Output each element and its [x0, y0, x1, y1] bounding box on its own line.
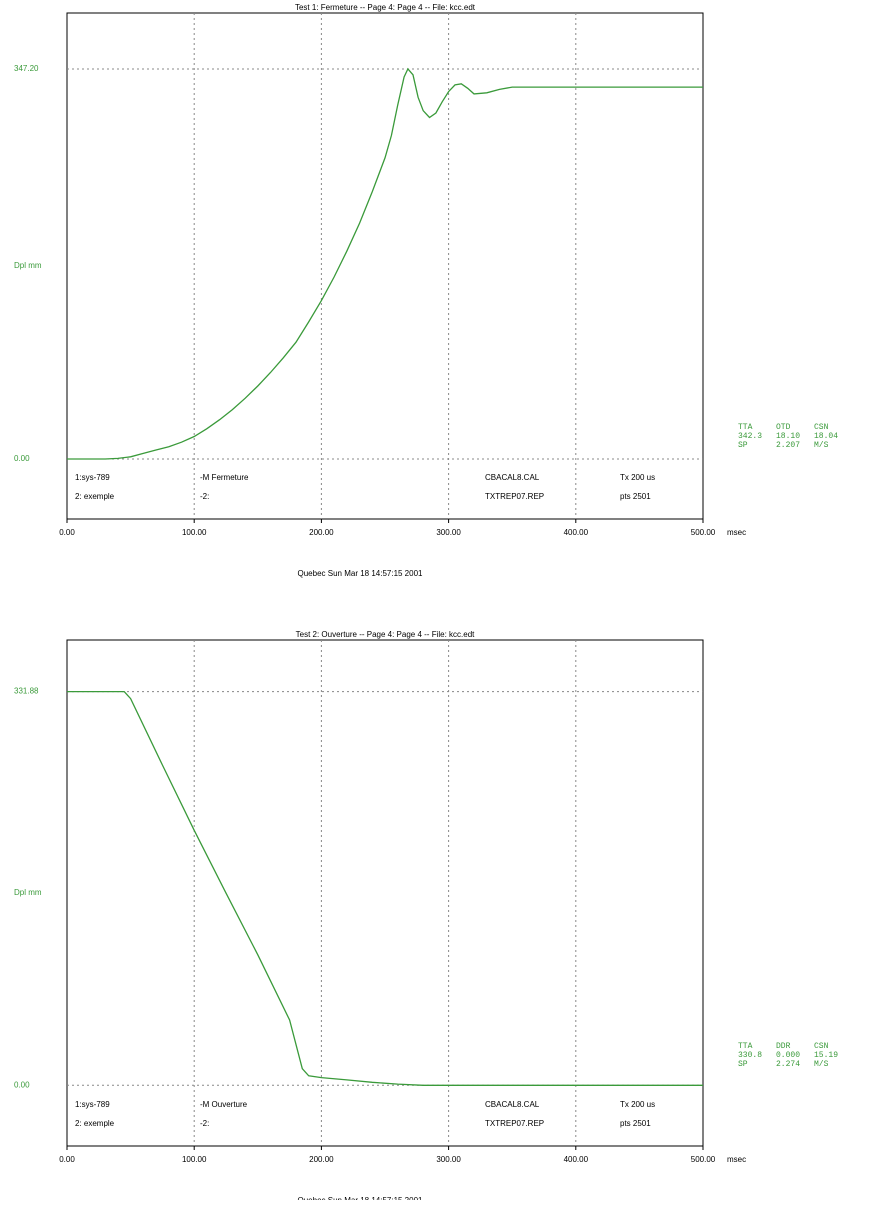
stat-text: SP: [738, 1060, 748, 1069]
info-text: CBACAL8.CAL: [485, 1100, 540, 1109]
stat-text: M/S: [814, 441, 829, 450]
x-tick-label: 300.00: [436, 1155, 461, 1164]
stat-text: 15.19: [814, 1051, 838, 1060]
plot-frame: [66, 639, 704, 1147]
data-line: [67, 690, 703, 1086]
chart-title: Test 1: Fermeture -- Page 4: Page 4 -- F…: [295, 3, 476, 12]
x-tick-label: 100.00: [182, 1155, 207, 1164]
info-text: CBACAL8.CAL: [485, 473, 540, 482]
stat-text: CSN: [814, 423, 829, 432]
stat-text: DDR: [776, 1042, 791, 1051]
x-tick-label: 400.00: [564, 528, 589, 537]
stat-text: 18.10: [776, 432, 800, 441]
stat-text: OTD: [776, 423, 791, 432]
x-tick-label: 400.00: [564, 1155, 589, 1164]
x-tick-label: 500.00: [691, 528, 716, 537]
info-text: pts 2501: [620, 492, 651, 501]
y-tick-label: 0.00: [14, 1080, 30, 1089]
x-tick-label: 300.00: [436, 528, 461, 537]
footer-date: Quebec Sun Mar 18 14:57:15 2001: [298, 569, 424, 578]
info-text: -2:: [200, 492, 209, 501]
info-text: 1:sys-789: [75, 1100, 110, 1109]
stat-text: 2.207: [776, 441, 800, 450]
chart-title: Test 2: Ouverture -- Page 4: Page 4 -- F…: [296, 630, 476, 639]
x-tick-label: 0.00: [59, 1155, 75, 1164]
stat-text: 2.274: [776, 1060, 800, 1069]
info-text: Tx 200 us: [620, 1100, 655, 1109]
info-text: pts 2501: [620, 1119, 651, 1128]
x-tick-label: 0.00: [59, 528, 75, 537]
y-tick-label: 0.00: [14, 454, 30, 463]
stat-text: TTA: [738, 1042, 753, 1051]
data-line: [67, 67, 703, 460]
info-text: Tx 200 us: [620, 473, 655, 482]
y-tick-label: 347.20: [14, 64, 39, 73]
footer-date: Quebec Sun Mar 18 14:57:15 2001: [298, 1196, 424, 1200]
info-text: 2: exemple: [75, 1119, 115, 1128]
stat-text: CSN: [814, 1042, 829, 1051]
info-text: TXTREP07.REP: [485, 1119, 544, 1128]
chart: Test 1: Fermeture -- Page 4: Page 4 -- F…: [14, 3, 838, 578]
stat-text: 0.000: [776, 1051, 800, 1060]
info-text: -M Fermeture: [200, 473, 249, 482]
stat-text: 330.8: [738, 1051, 762, 1060]
x-tick-label: 200.00: [309, 528, 334, 537]
stat-text: TTA: [738, 423, 753, 432]
info-text: -M Ouverture: [200, 1100, 248, 1109]
stat-text: SP: [738, 441, 748, 450]
info-text: 2: exemple: [75, 492, 115, 501]
info-text: -2:: [200, 1119, 209, 1128]
stat-text: 342.3: [738, 432, 762, 441]
y-axis-label: Dpl mm: [14, 261, 42, 270]
y-axis-label: Dpl mm: [14, 888, 42, 897]
y-tick-label: 331.88: [14, 687, 39, 696]
x-axis-label: msec: [727, 1155, 746, 1164]
stat-text: M/S: [814, 1060, 829, 1069]
info-text: TXTREP07.REP: [485, 492, 544, 501]
chart: Test 2: Ouverture -- Page 4: Page 4 -- F…: [14, 630, 838, 1205]
x-axis-label: msec: [727, 528, 746, 537]
stat-text: 18.04: [814, 432, 838, 441]
x-tick-label: 200.00: [309, 1155, 334, 1164]
x-tick-label: 500.00: [691, 1155, 716, 1164]
info-text: 1:sys-789: [75, 473, 110, 482]
plot-frame: [66, 12, 704, 520]
x-tick-label: 100.00: [182, 528, 207, 537]
